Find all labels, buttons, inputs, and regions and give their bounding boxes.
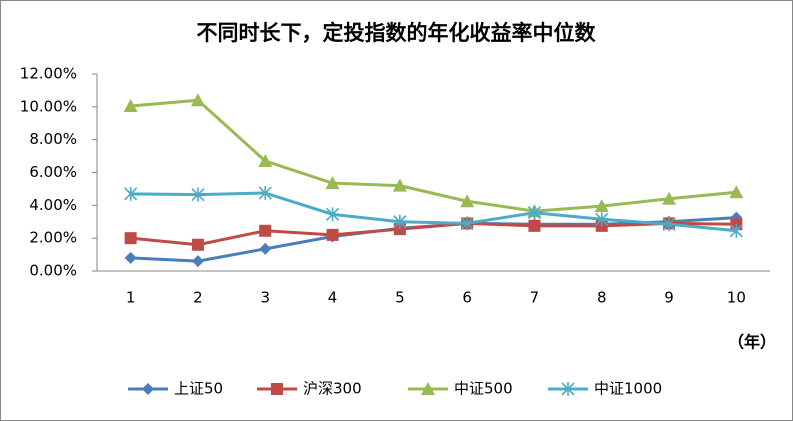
marker: [124, 186, 138, 201]
series-line: [130, 98, 737, 213]
y-tick-label: 10.00%: [20, 97, 77, 115]
marker: [662, 217, 676, 232]
x-tick-label: 3: [260, 289, 270, 307]
marker: [124, 251, 137, 264]
y-tick-label: 12.00%: [20, 65, 77, 83]
marker: [528, 219, 541, 232]
x-tick-label: 4: [328, 289, 338, 307]
marker: [191, 255, 204, 268]
x-tick-label: 5: [395, 289, 405, 307]
marker: [190, 93, 205, 107]
marker: [123, 99, 138, 113]
marker: [662, 191, 677, 205]
legend-label: 上证50: [174, 380, 223, 398]
marker: [460, 216, 474, 231]
marker: [729, 223, 743, 238]
marker: [124, 232, 137, 245]
legend-marker: [421, 382, 435, 395]
marker: [594, 199, 609, 213]
legend-marker: [561, 382, 575, 396]
marker: [191, 187, 205, 202]
marker: [191, 238, 204, 251]
x-tick-label: 10: [727, 289, 746, 307]
marker: [259, 242, 272, 255]
marker: [527, 205, 542, 220]
y-tick-label: 4.00%: [29, 196, 77, 214]
series-line: [130, 191, 737, 233]
x-tick-label: 2: [193, 289, 203, 307]
y-tick-label: 6.00%: [29, 163, 77, 181]
marker: [729, 185, 744, 199]
x-tick-label: 7: [530, 289, 540, 307]
legend-marker: [271, 383, 283, 395]
x-axis-label: （年）: [728, 333, 776, 352]
marker: [460, 194, 475, 208]
legend-marker: [142, 383, 154, 395]
marker: [595, 212, 609, 227]
marker: [326, 228, 339, 241]
marker: [259, 224, 272, 237]
marker: [258, 186, 272, 201]
marker: [258, 154, 273, 168]
marker: [325, 207, 340, 222]
x-tick-label: 8: [597, 289, 607, 307]
x-tick-label: 1: [126, 289, 136, 307]
y-tick-label: 0.00%: [29, 262, 77, 280]
marker: [392, 178, 407, 192]
y-tick-label: 8.00%: [29, 130, 77, 148]
legend-label: 沪深300: [303, 380, 362, 398]
marker: [325, 176, 340, 190]
x-tick-label: 9: [664, 289, 674, 307]
x-tick-label: 6: [462, 289, 472, 307]
marker: [393, 214, 407, 229]
legend-label: 中证1000: [594, 380, 662, 398]
marker: [393, 223, 406, 236]
chart-title: 不同时长下，定投指数的年化收益率中位数: [197, 21, 597, 45]
y-tick-label: 2.00%: [29, 229, 77, 247]
series-line: [130, 221, 737, 247]
legend-label: 中证500: [454, 380, 513, 398]
